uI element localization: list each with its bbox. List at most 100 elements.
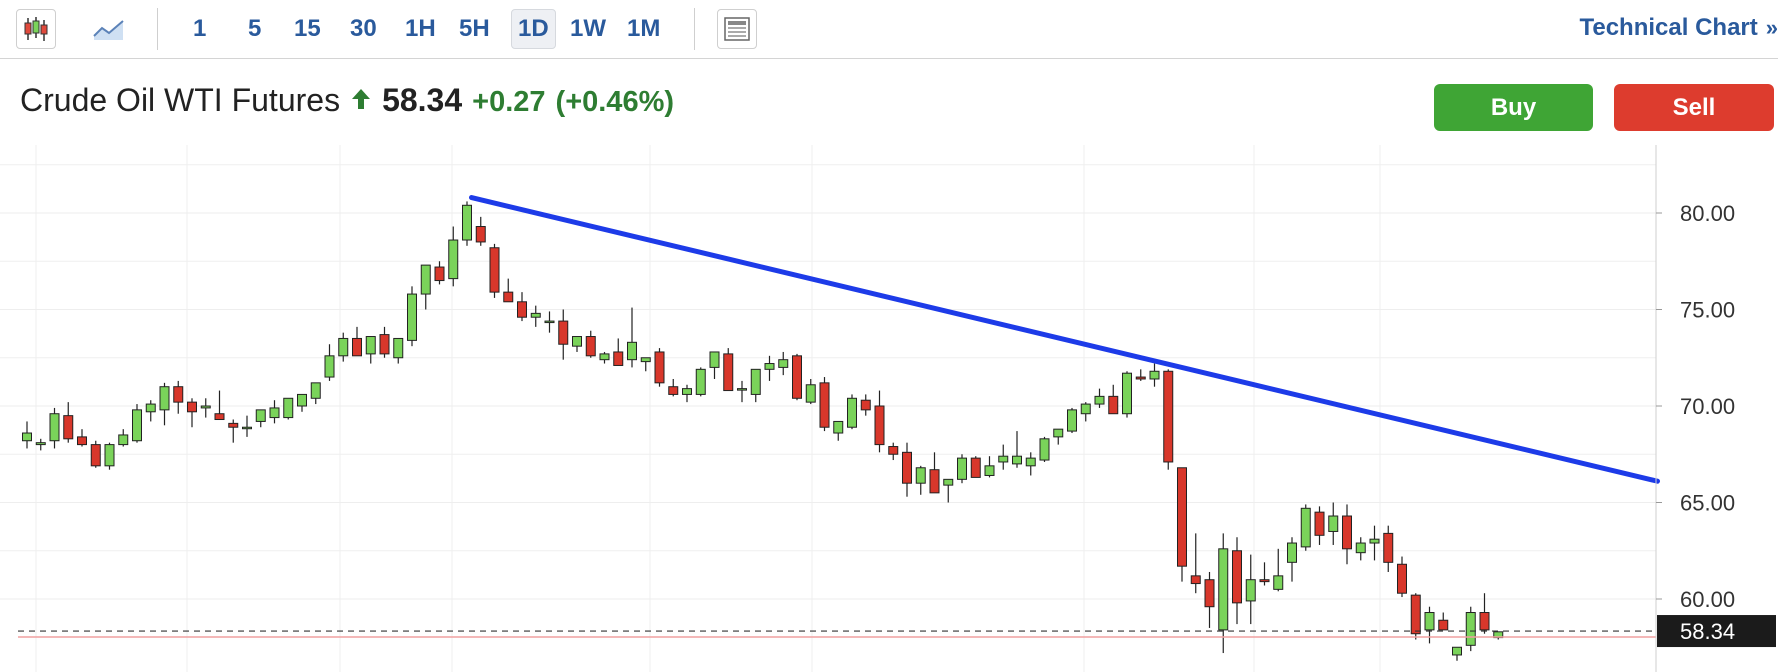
candle-body	[764, 363, 775, 370]
candle-body	[613, 351, 624, 366]
candle-body	[1232, 550, 1242, 604]
candle-body	[22, 432, 32, 442]
interval-1w[interactable]: 1W	[570, 15, 606, 42]
price-change-percent: (+0.46%)	[555, 86, 675, 118]
layout-icon	[724, 17, 750, 41]
candle-body	[709, 351, 720, 368]
candle-body	[778, 359, 789, 368]
candlestick-icon	[24, 17, 48, 41]
technical-chart-link[interactable]: Technical Chart »	[1579, 14, 1778, 42]
candle-body	[860, 399, 871, 411]
candle-body	[1053, 428, 1064, 438]
candle-body	[159, 386, 170, 411]
candle-body	[1190, 575, 1201, 585]
trendline-layer	[18, 195, 1660, 638]
candle-body	[970, 457, 981, 478]
candle-body	[1039, 438, 1050, 461]
candle-body	[242, 426, 252, 430]
buy-button[interactable]: Buy	[1434, 84, 1593, 131]
y-tick-label: 65.00	[1680, 491, 1735, 516]
sell-button[interactable]: Sell	[1614, 84, 1774, 131]
candle-body	[792, 355, 802, 399]
candle-body	[104, 444, 115, 467]
candle-body	[324, 355, 335, 378]
candle-body	[1108, 395, 1119, 415]
candle-body	[1328, 515, 1339, 532]
candle-body	[1135, 376, 1146, 380]
candle-body	[682, 388, 692, 395]
candle-body	[833, 420, 844, 434]
candle-body	[572, 336, 582, 347]
candle-body	[1342, 515, 1352, 550]
candle-body	[1080, 403, 1091, 415]
candle-body	[902, 451, 912, 484]
candle-body	[1465, 612, 1476, 646]
interval-1d[interactable]: 1D	[511, 9, 556, 49]
y-tick-label: 75.00	[1680, 298, 1735, 323]
candle-body	[1177, 467, 1187, 567]
candle-body	[558, 320, 569, 345]
interval-1m[interactable]: 1M	[627, 15, 661, 42]
candle-body	[805, 384, 816, 403]
y-tick-label: 70.00	[1680, 394, 1735, 419]
interval-5h[interactable]: 5H	[459, 15, 490, 42]
candle-body	[310, 382, 321, 399]
interval-1[interactable]: 1	[193, 15, 207, 42]
price-chart[interactable]: 80.00 75.00 70.00 65.00 60.00 58.34	[0, 145, 1778, 672]
price-badge-label: 58.34	[1680, 619, 1735, 644]
candle-body	[1204, 579, 1215, 608]
candle-body	[297, 393, 307, 407]
candle-body	[434, 266, 445, 282]
candle-body	[929, 469, 940, 494]
candle-body	[1273, 575, 1284, 590]
last-price: 58.34	[382, 82, 463, 118]
candle-body	[118, 434, 129, 446]
area-chart-icon	[93, 20, 124, 40]
candle-body	[998, 455, 1009, 463]
candle-body	[654, 351, 665, 384]
candle-body	[847, 397, 857, 428]
candle-body	[640, 357, 651, 363]
candle-body	[269, 407, 280, 419]
candle-body	[462, 204, 472, 241]
candle-body	[1424, 612, 1435, 631]
price-axis: 80.00 75.00 70.00 65.00 60.00 58.34	[1655, 145, 1776, 672]
interval-15[interactable]: 15	[294, 15, 321, 42]
candle-body	[420, 264, 431, 295]
candle-body	[1163, 370, 1174, 463]
candle-body	[1259, 579, 1270, 583]
candle-body	[1479, 612, 1490, 631]
interval-1h[interactable]: 1H	[405, 15, 436, 42]
candle-body	[888, 446, 899, 455]
interval-5[interactable]: 5	[248, 15, 262, 42]
candle-body	[379, 334, 390, 355]
chevron-right-icon: »	[1765, 15, 1778, 40]
instrument-name: Crude Oil WTI Futures	[20, 82, 341, 118]
y-tick-label: 80.00	[1680, 201, 1735, 226]
candle-body	[1369, 538, 1380, 544]
candle-body	[1300, 507, 1311, 548]
candle-body	[1314, 511, 1325, 536]
candle-body	[874, 405, 885, 446]
area-chart-button[interactable]	[86, 9, 132, 49]
candle-body	[187, 401, 197, 413]
candle-body	[228, 422, 239, 428]
candle-body	[338, 337, 349, 357]
candle-body	[365, 336, 376, 355]
candle-body	[695, 368, 706, 395]
arrow-up-icon	[352, 89, 371, 109]
candle-body	[407, 293, 417, 341]
candle-body	[984, 465, 995, 476]
candle-body	[63, 415, 74, 440]
candle-body	[530, 312, 541, 318]
candle-body	[489, 247, 500, 293]
candle-body	[90, 444, 101, 467]
candle-body	[915, 467, 926, 484]
candle-body	[1218, 548, 1229, 631]
candle-body	[599, 353, 610, 361]
interval-30[interactable]: 30	[350, 15, 377, 42]
candlestick-chart-button[interactable]	[16, 9, 56, 49]
layout-button[interactable]	[717, 9, 757, 49]
candle-body	[585, 336, 596, 357]
candle-body	[750, 368, 761, 395]
